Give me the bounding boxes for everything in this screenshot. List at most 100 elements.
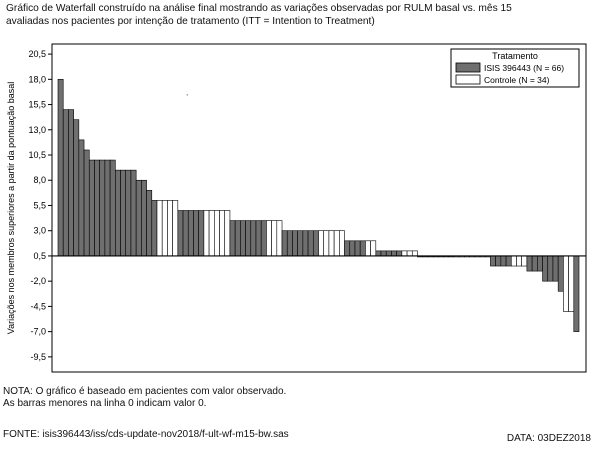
bar-treatment <box>245 220 252 257</box>
bar-control <box>406 250 413 257</box>
bar-control <box>161 200 168 257</box>
bar-treatment <box>99 159 106 257</box>
bar-treatment <box>286 230 293 257</box>
bar-control <box>339 230 345 257</box>
bar-treatment <box>391 250 397 257</box>
bar-control <box>318 230 325 257</box>
bar-control <box>208 210 215 257</box>
chart-title-block: Gráfico de Waterfall construído na análi… <box>6 2 596 28</box>
bar-control <box>333 230 340 257</box>
bar-control <box>521 255 528 267</box>
bar-treatment <box>130 169 137 257</box>
bar-treatment <box>177 210 184 257</box>
y-tick-label: 20,5 <box>28 49 46 59</box>
y-tick-label: 3,0 <box>33 226 46 236</box>
bar-control <box>266 220 272 257</box>
bar-control <box>510 255 517 267</box>
plot-frame <box>51 43 587 373</box>
bar-treatment <box>250 220 257 257</box>
bars-layer <box>57 79 580 332</box>
bar-treatment <box>62 109 69 257</box>
chart-title-line-2: avaliadas nos pacientes por intenção de … <box>6 16 375 27</box>
legend-label-treatment: ISIS 396443 (N = 66) <box>484 63 564 73</box>
y-tick-label: 15,5 <box>28 100 46 110</box>
bar-treatment <box>281 230 288 257</box>
bar-treatment <box>547 255 554 282</box>
bar-treatment <box>135 179 142 257</box>
bar-treatment <box>187 210 194 257</box>
bar-treatment <box>234 220 241 257</box>
bar-treatment <box>531 255 538 272</box>
bar-control <box>323 230 330 257</box>
y-axis-label: Variações nos membros superiores a parti… <box>6 82 16 334</box>
y-tick-label: -2,0 <box>30 276 46 286</box>
bar-control <box>203 210 210 257</box>
bar-control <box>276 220 283 257</box>
y-tick-label: -7,0 <box>30 327 46 337</box>
footnote-line-1: NOTA: O gráfico é baseado em pacientes c… <box>3 386 287 397</box>
bar-control <box>156 200 163 257</box>
bar-treatment <box>385 250 392 257</box>
y-tick-label: 0,5 <box>33 251 46 261</box>
footnote: NOTA: O gráfico é baseado em pacientes c… <box>3 386 286 410</box>
bar-treatment <box>495 255 502 267</box>
bar-treatment <box>109 159 116 257</box>
bar-treatment <box>505 255 512 267</box>
bar-treatment <box>573 255 580 332</box>
bar-treatment <box>255 220 262 257</box>
bar-treatment <box>146 190 153 257</box>
bar-control <box>167 200 173 257</box>
y-tick-label: 18,0 <box>28 74 46 84</box>
y-tick-label: 8,0 <box>33 175 46 185</box>
bar-treatment <box>490 255 496 267</box>
bar-treatment <box>57 79 64 257</box>
y-axis: 20,5 18,0 15,5 13,0 10,5 8,0 5,5 3,0 0,5 -2,0 -4,5… <box>28 49 52 362</box>
bar-control <box>271 220 278 257</box>
bar-treatment <box>542 255 549 282</box>
y-tick-label: -4,5 <box>30 301 46 311</box>
bar-control <box>568 255 575 312</box>
bar-treatment <box>312 230 319 257</box>
bar-treatment <box>193 210 199 257</box>
bar-control <box>224 210 231 257</box>
bar-treatment <box>73 119 80 257</box>
bar-treatment <box>375 250 382 257</box>
bar-treatment <box>552 255 559 282</box>
y-tick-label: -9,5 <box>30 352 46 362</box>
bar-control <box>219 210 226 257</box>
bar-treatment <box>104 159 111 257</box>
bar-treatment <box>198 210 205 257</box>
bar-control <box>370 240 377 257</box>
date-label: DATA: 03DEZ2018 <box>506 433 591 444</box>
legend-swatch-control <box>455 74 481 85</box>
bar-treatment <box>297 230 304 257</box>
bar-treatment <box>354 240 361 257</box>
bar-treatment <box>557 255 564 292</box>
bar-control <box>401 250 408 257</box>
bar-treatment <box>380 250 387 257</box>
bar-treatment <box>125 169 132 257</box>
bar-treatment <box>537 255 543 272</box>
bar-control <box>563 255 569 312</box>
stray-mark: , <box>186 88 188 97</box>
bar-treatment <box>78 139 85 257</box>
bar-control <box>214 210 220 257</box>
bar-treatment <box>302 230 309 257</box>
bar-treatment <box>344 240 351 257</box>
bar-treatment <box>307 230 314 257</box>
bar-treatment <box>359 240 366 257</box>
bar-treatment <box>500 255 507 267</box>
bar-treatment <box>88 159 95 257</box>
bar-treatment <box>240 220 246 257</box>
bar-control <box>328 230 335 257</box>
bar-treatment <box>349 240 356 257</box>
bar-treatment <box>83 149 90 257</box>
bar-treatment <box>94 159 100 257</box>
bar-treatment <box>141 179 147 257</box>
bar-treatment <box>526 255 533 272</box>
bar-treatment <box>68 109 74 257</box>
bar-treatment <box>151 200 158 257</box>
footnote-line-2: As barras menores na linha 0 indicam val… <box>3 398 207 409</box>
bar-control <box>172 200 179 257</box>
y-tick-label: 13,0 <box>28 125 46 135</box>
